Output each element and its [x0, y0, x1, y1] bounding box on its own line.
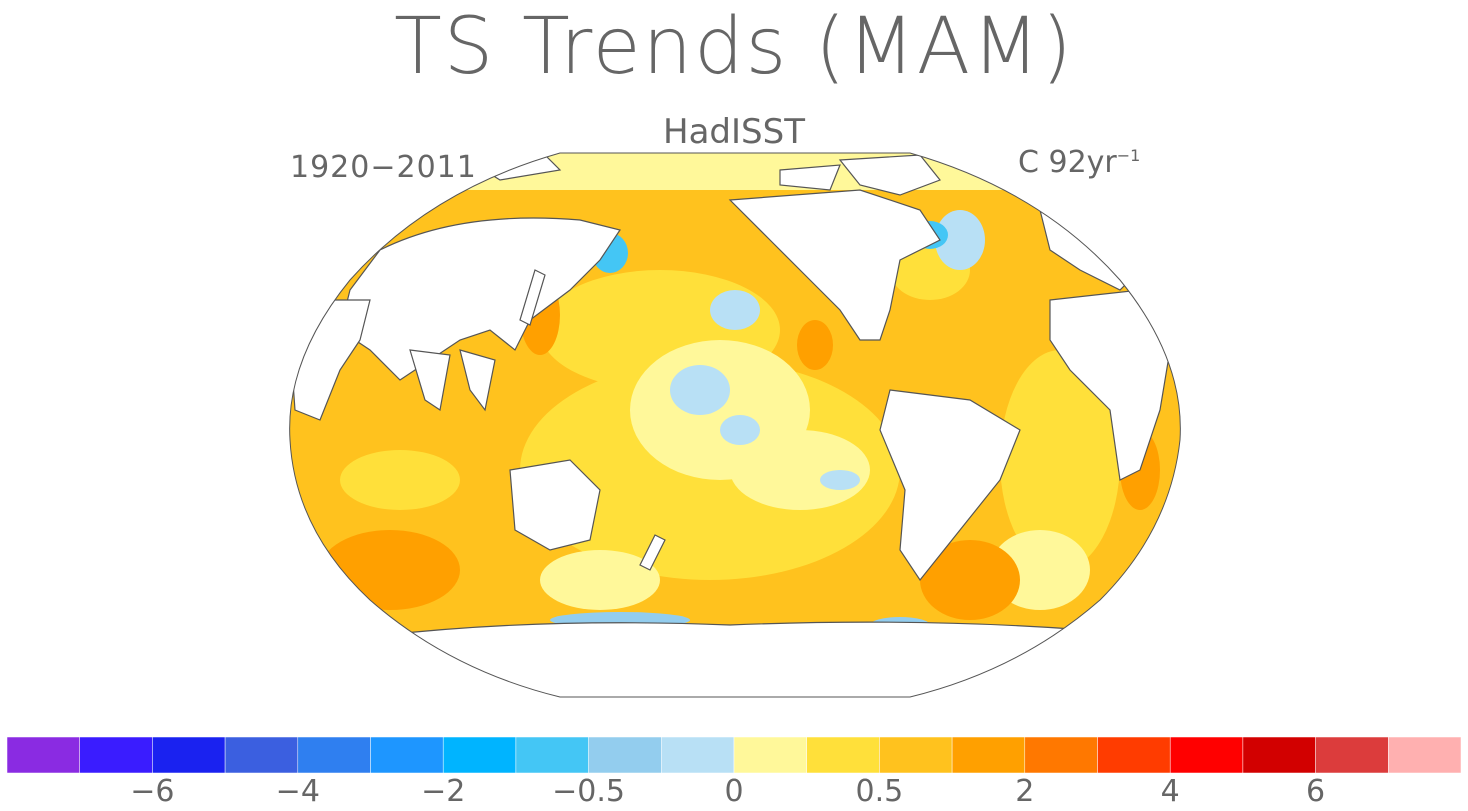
colorbar-tick-label: 2 [1015, 774, 1035, 809]
colorbar-swatch [79, 736, 153, 774]
colorbar-swatch [661, 736, 735, 774]
globe-outline [289, 152, 1181, 698]
units-exponent: −1 [1116, 146, 1141, 165]
colorbar-swatch [806, 736, 880, 774]
colorbar-tick-label: 0 [724, 774, 744, 809]
world-map [289, 152, 1181, 698]
period-label: 1920−2011 [290, 150, 477, 185]
colorbar-swatch [6, 736, 80, 774]
colorbar-swatch [297, 736, 371, 774]
map-title: TS Trends (MAM) [394, 2, 1074, 92]
colorbar-swatch [515, 736, 589, 774]
colorbar-swatch [1097, 736, 1171, 774]
colorbar-tick-label: −2 [421, 774, 466, 809]
colorbar-swatch [224, 736, 299, 774]
colorbar-swatch [951, 736, 1026, 774]
colorbar-tick-label: −4 [275, 774, 320, 809]
colorbar-swatch [1024, 736, 1098, 774]
colorbar-swatch [1315, 736, 1389, 774]
units-base: C 92yr [1018, 145, 1117, 180]
colorbar-tick-label: 0.5 [855, 774, 904, 809]
colorbar-swatch [442, 736, 517, 774]
colorbar-tick-label: −6 [130, 774, 175, 809]
colorbar-swatch [733, 736, 807, 774]
colorbar-tick-label: 4 [1160, 774, 1180, 809]
colorbar [6, 736, 1462, 774]
units-label: C 92yr−1 [1018, 145, 1140, 180]
colorbar-tick-label: 6 [1306, 774, 1326, 809]
colorbar-swatch [1242, 736, 1316, 774]
colorbar-swatch [370, 736, 444, 774]
dataset-subtitle: HadISST [663, 112, 805, 152]
colorbar-swatch [1169, 736, 1244, 774]
colorbar-swatch [152, 736, 226, 774]
colorbar-swatch [1388, 736, 1462, 774]
colorbar-swatch [588, 736, 662, 774]
colorbar-swatch [879, 736, 953, 774]
colorbar-tick-label: −0.5 [552, 774, 626, 809]
